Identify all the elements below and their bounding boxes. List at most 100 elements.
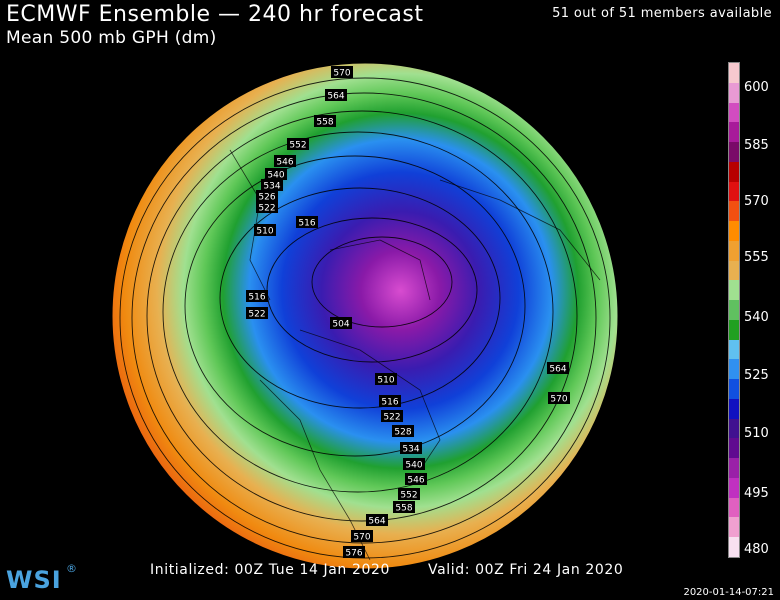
- svg-text:516: 516: [298, 219, 315, 229]
- contour-label: 522: [246, 307, 268, 320]
- colorbar-segment: [729, 438, 739, 459]
- svg-text:540: 540: [267, 171, 284, 181]
- members-available: 51 out of 51 members available: [552, 6, 772, 21]
- svg-text:564: 564: [549, 365, 566, 375]
- valid-time: Valid: 00Z Fri 24 Jan 2020: [428, 562, 624, 578]
- svg-text:528: 528: [394, 428, 411, 438]
- svg-text:516: 516: [248, 293, 265, 303]
- colorbar-segment: [729, 142, 739, 163]
- colorbar-segment: [729, 280, 739, 301]
- contour-label: 552: [398, 488, 420, 501]
- colorbar-segment: [729, 379, 739, 400]
- svg-text:558: 558: [395, 504, 412, 514]
- contour-label: 564: [366, 514, 388, 527]
- registered-mark-icon: ®: [66, 562, 77, 575]
- contour-label: 564: [547, 362, 569, 375]
- svg-text:510: 510: [256, 227, 273, 237]
- colorbar-label: 585: [744, 138, 769, 153]
- contour-label: 540: [403, 458, 425, 471]
- colorbar-segment: [729, 82, 739, 103]
- contour-label: 516: [379, 395, 401, 408]
- contour-label: 534: [261, 179, 283, 192]
- svg-text:570: 570: [353, 533, 370, 543]
- colorbar-segment: [729, 458, 739, 479]
- colorbar-segment: [729, 181, 739, 202]
- svg-text:546: 546: [276, 158, 293, 168]
- colorbar-label: 480: [744, 542, 769, 557]
- colorbar-segment: [729, 497, 739, 518]
- wsi-logo: WSI: [6, 566, 62, 594]
- contour-label: 570: [351, 530, 373, 543]
- svg-text:526: 526: [258, 193, 275, 203]
- generated-timestamp: 2020-01-14-07:21: [683, 587, 774, 598]
- svg-text:570: 570: [550, 395, 567, 405]
- colorbar-segment: [729, 398, 739, 420]
- contour-label: 516: [296, 216, 318, 229]
- contour-label: 558: [393, 501, 415, 514]
- svg-text:516: 516: [381, 398, 398, 408]
- contour-label: 504: [330, 317, 352, 330]
- contour-label: 558: [314, 115, 336, 128]
- contour-label: 528: [392, 425, 414, 438]
- map-title: ECMWF Ensemble — 240 hr forecast: [6, 2, 424, 27]
- colorbar-segment: [729, 319, 739, 341]
- contour-label: 510: [375, 373, 397, 386]
- coastlines: [229, 149, 601, 561]
- colorbar-segment: [729, 221, 739, 242]
- svg-text:534: 534: [402, 445, 419, 455]
- colorbar-segment: [729, 240, 739, 262]
- contour-label: 570: [331, 66, 353, 79]
- colorbar-segment: [729, 122, 739, 143]
- contour-label: 516: [246, 290, 268, 303]
- colorbar-segment: [729, 517, 739, 538]
- colorbar-segment: [729, 102, 739, 123]
- svg-text:558: 558: [316, 118, 333, 128]
- contour-label: 546: [274, 155, 296, 168]
- hemisphere-globe: [111, 62, 619, 570]
- contour-label: 534: [400, 442, 422, 455]
- contour-label: 552: [287, 138, 309, 151]
- colorbar-segment: [729, 300, 739, 321]
- contour-label: 526: [256, 190, 278, 203]
- colorbar-segment: [729, 477, 739, 499]
- colorbar-segment: [729, 359, 739, 380]
- contour-label: 510: [254, 224, 276, 237]
- svg-text:576: 576: [345, 549, 362, 559]
- svg-text:504: 504: [332, 320, 349, 330]
- colorbar-segment: [729, 260, 739, 281]
- colorbar-label: 495: [744, 486, 769, 501]
- svg-text:534: 534: [263, 182, 280, 192]
- colorbar-segment: [729, 339, 739, 360]
- colorbar-label: 570: [744, 194, 769, 209]
- contour-label: 522: [256, 201, 278, 214]
- contour-label: 570: [548, 392, 570, 405]
- colorbar-segment: [729, 537, 739, 558]
- colorbar-label: 540: [744, 310, 769, 325]
- svg-text:540: 540: [405, 461, 422, 471]
- colorbar-segment: [729, 161, 739, 183]
- colorbar-label: 525: [744, 368, 769, 383]
- svg-text:552: 552: [400, 491, 417, 501]
- colorbar-label: 600: [744, 80, 769, 95]
- contour-label-layer: 5705645585525465405345265225105165165225…: [246, 66, 570, 559]
- colorbar-segment: [729, 418, 739, 439]
- svg-text:522: 522: [383, 413, 400, 423]
- colorbar-segment: [729, 63, 739, 84]
- svg-text:510: 510: [377, 376, 394, 386]
- colorbar: [728, 62, 740, 558]
- contour-label: 576: [343, 546, 365, 559]
- svg-text:552: 552: [289, 141, 306, 151]
- contour-label: 522: [381, 410, 403, 423]
- svg-text:564: 564: [327, 92, 344, 102]
- map-subtitle: Mean 500 mb GPH (dm): [6, 28, 217, 48]
- colorbar-segment: [729, 201, 739, 222]
- svg-text:564: 564: [368, 517, 385, 527]
- svg-text:570: 570: [333, 69, 350, 79]
- svg-text:522: 522: [258, 204, 275, 214]
- colorbar-label: 510: [744, 426, 769, 441]
- contour-label: 564: [325, 89, 347, 102]
- contour-label: 546: [405, 473, 427, 486]
- svg-text:546: 546: [407, 476, 424, 486]
- initialized-time: Initialized: 00Z Tue 14 Jan 2020: [150, 562, 390, 578]
